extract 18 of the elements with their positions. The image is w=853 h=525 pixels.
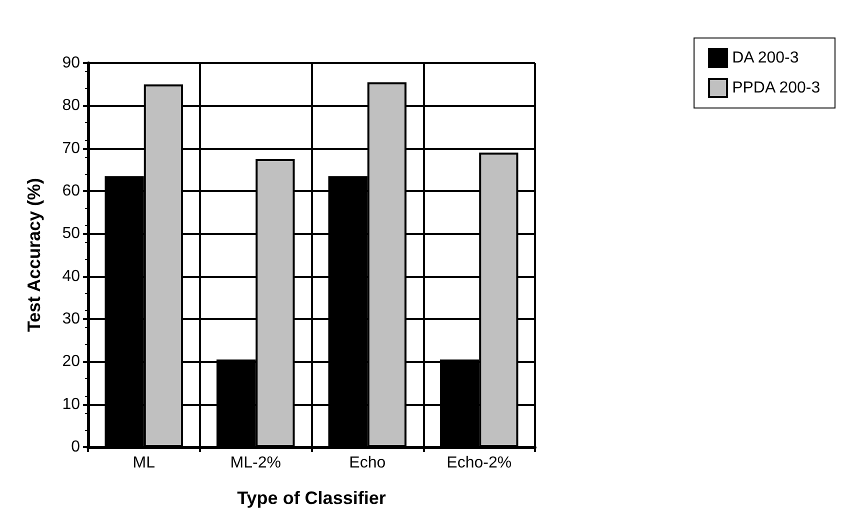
legend-label: DA 200-3	[732, 50, 799, 66]
y-tick-label: 70	[62, 140, 80, 157]
y-tick-label: 80	[62, 97, 80, 114]
y-tick-label: 0	[71, 438, 80, 456]
x-axis-title: Type of Classifier	[237, 488, 386, 508]
x-tick-label: ML-2%	[230, 454, 281, 472]
y-tick-label: 60	[62, 182, 80, 200]
x-tick-label: ML	[132, 454, 156, 472]
y-tick-label: 50	[62, 225, 80, 242]
legend-label: PPDA 200-3	[732, 80, 820, 96]
y-axis-title: Test Accuracy (%)	[24, 178, 44, 332]
y-tick-label: 40	[62, 268, 80, 285]
x-tick-label: Echo-2%	[446, 454, 512, 472]
y-tick-label: 20	[62, 353, 80, 370]
y-tick-label: 10	[62, 396, 80, 413]
x-tick-label: Echo	[349, 454, 386, 472]
y-tick-label: 90	[62, 54, 80, 72]
y-tick-label: 30	[62, 310, 80, 328]
